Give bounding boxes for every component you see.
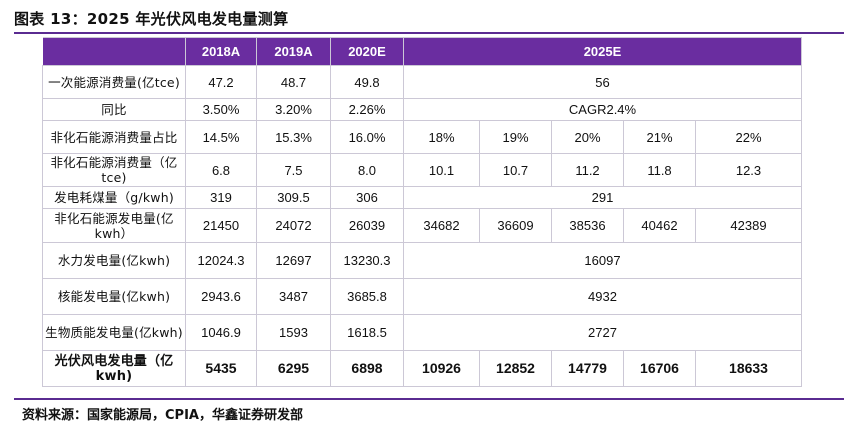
table-row: 光伏风电发电量（亿kwh) 5435 6295 6898 10926 12852 14779…	[42, 350, 803, 387]
header-2018a: 2018A	[185, 37, 257, 66]
table-cell: 1046.9	[185, 314, 257, 351]
table-cell: 12697	[256, 242, 331, 279]
table-row: 一次能源消费量(亿tce) 47.2 48.7 49.8 56	[42, 65, 803, 99]
table-cell: 1618.5	[330, 314, 404, 351]
table-cell-2025e: 56	[402, 65, 803, 99]
table-cell: 3487	[256, 278, 331, 315]
table-cell: 319	[185, 186, 257, 209]
table-cell: 21450	[185, 208, 257, 243]
table-cell: 5435	[185, 350, 257, 387]
row-label: 水力发电量(亿kwh)	[42, 242, 186, 279]
table-cell-2025e: 16706	[623, 350, 696, 387]
table-cell: 12024.3	[185, 242, 257, 279]
energy-table: 2018A 2019A 2020E 2025E 一次能源消费量(亿tce) 47.…	[42, 37, 803, 387]
table-cell-2025e: 12.3	[694, 153, 803, 187]
table-cell: 6898	[330, 350, 404, 387]
table-cell-2025e: 10.1	[403, 153, 480, 187]
table-cell: 13230.3	[330, 242, 404, 279]
table-cell-2025e: 38536	[551, 208, 624, 243]
table-cell-2025e: 16097	[402, 242, 803, 279]
top-rule	[14, 32, 844, 34]
row-label: 光伏风电发电量（亿kwh)	[42, 350, 186, 387]
table-row: 生物质能发电量(亿kwh) 1046.9 1593 1618.5 2727	[42, 314, 803, 351]
table-cell: 7.5	[256, 153, 331, 187]
table-cell-2025e: 34682	[403, 208, 480, 243]
table-cell-2025e: 12852	[479, 350, 552, 387]
table-cell: 1593	[256, 314, 331, 351]
table-cell-2025e: 22%	[694, 120, 803, 154]
table-cell-2025e: 18%	[403, 120, 480, 154]
table-cell-2025e: 11.8	[623, 153, 696, 187]
table-cell: 3.20%	[256, 98, 331, 121]
row-label: 一次能源消费量(亿tce)	[42, 65, 186, 99]
row-label: 非化石能源消费量占比	[42, 120, 186, 154]
table-cell: 8.0	[330, 153, 404, 187]
table-cell: 3685.8	[330, 278, 404, 315]
table-cell: 48.7	[256, 65, 331, 99]
table-cell-2025e: 21%	[623, 120, 696, 154]
table-cell-2025e: 10.7	[479, 153, 552, 187]
row-label: 发电耗煤量（g/kwh)	[42, 186, 186, 209]
table-row: 非化石能源发电量(亿kwh） 21450 24072 26039 34682 36609 3…	[42, 208, 803, 243]
table-cell: 16.0%	[330, 120, 404, 154]
header-row: 2018A 2019A 2020E 2025E	[42, 37, 803, 66]
row-label: 非化石能源发电量(亿kwh）	[42, 208, 186, 243]
table-cell-2025e: 40462	[623, 208, 696, 243]
table-cell: 15.3%	[256, 120, 331, 154]
source-note: 资料来源：国家能源局，CPIA，华鑫证券研发部	[22, 408, 303, 423]
table-cell: 309.5	[256, 186, 331, 209]
row-label: 生物质能发电量(亿kwh)	[42, 314, 186, 351]
table-cell-2025e: 10926	[403, 350, 480, 387]
header-2020e: 2020E	[330, 37, 404, 66]
table-cell-2025e: 20%	[551, 120, 624, 154]
table-row: 发电耗煤量（g/kwh) 319 309.5 306 291	[42, 186, 803, 209]
table-cell-2025e: 14779	[551, 350, 624, 387]
header-2025e: 2025E	[402, 37, 803, 66]
table-row: 非化石能源消费量占比 14.5% 15.3% 16.0% 18% 19% 20% 21% 22%	[42, 120, 803, 154]
table-cell: 2.26%	[330, 98, 404, 121]
table-row: 水力发电量(亿kwh) 12024.3 12697 13230.3 16097	[42, 242, 803, 279]
table-cell-2025e: 4932	[402, 278, 803, 315]
bottom-rule	[14, 398, 844, 400]
table-cell: 24072	[256, 208, 331, 243]
table-cell: 47.2	[185, 65, 257, 99]
table-cell-2025e: CAGR2.4%	[402, 98, 803, 121]
figure-title: 图表 13：2025 年光伏风电发电量测算	[14, 10, 289, 28]
row-label: 同比	[42, 98, 186, 121]
table-row: 非化石能源消费量（亿tce) 6.8 7.5 8.0 10.1 10.7 11.2 11.8 1…	[42, 153, 803, 187]
table-row: 同比 3.50% 3.20% 2.26% CAGR2.4%	[42, 98, 803, 121]
header-blank	[42, 37, 186, 66]
table-cell-2025e: 18633	[694, 350, 803, 387]
header-2019a: 2019A	[256, 37, 331, 66]
table-cell: 2943.6	[185, 278, 257, 315]
table-cell-2025e: 2727	[402, 314, 803, 351]
table-row: 核能发电量(亿kwh) 2943.6 3487 3685.8 4932	[42, 278, 803, 315]
table-cell: 49.8	[330, 65, 404, 99]
table-cell: 6.8	[185, 153, 257, 187]
table-cell: 3.50%	[185, 98, 257, 121]
row-label: 非化石能源消费量（亿tce)	[42, 153, 186, 187]
table-cell: 14.5%	[185, 120, 257, 154]
table-cell-2025e: 19%	[479, 120, 552, 154]
table-cell: 6295	[256, 350, 331, 387]
table-cell-2025e: 36609	[479, 208, 552, 243]
table-cell: 26039	[330, 208, 404, 243]
table-cell-2025e: 291	[402, 186, 803, 209]
table-cell-2025e: 42389	[694, 208, 803, 243]
table-cell: 306	[330, 186, 404, 209]
row-label: 核能发电量(亿kwh)	[42, 278, 186, 315]
table-cell-2025e: 11.2	[551, 153, 624, 187]
